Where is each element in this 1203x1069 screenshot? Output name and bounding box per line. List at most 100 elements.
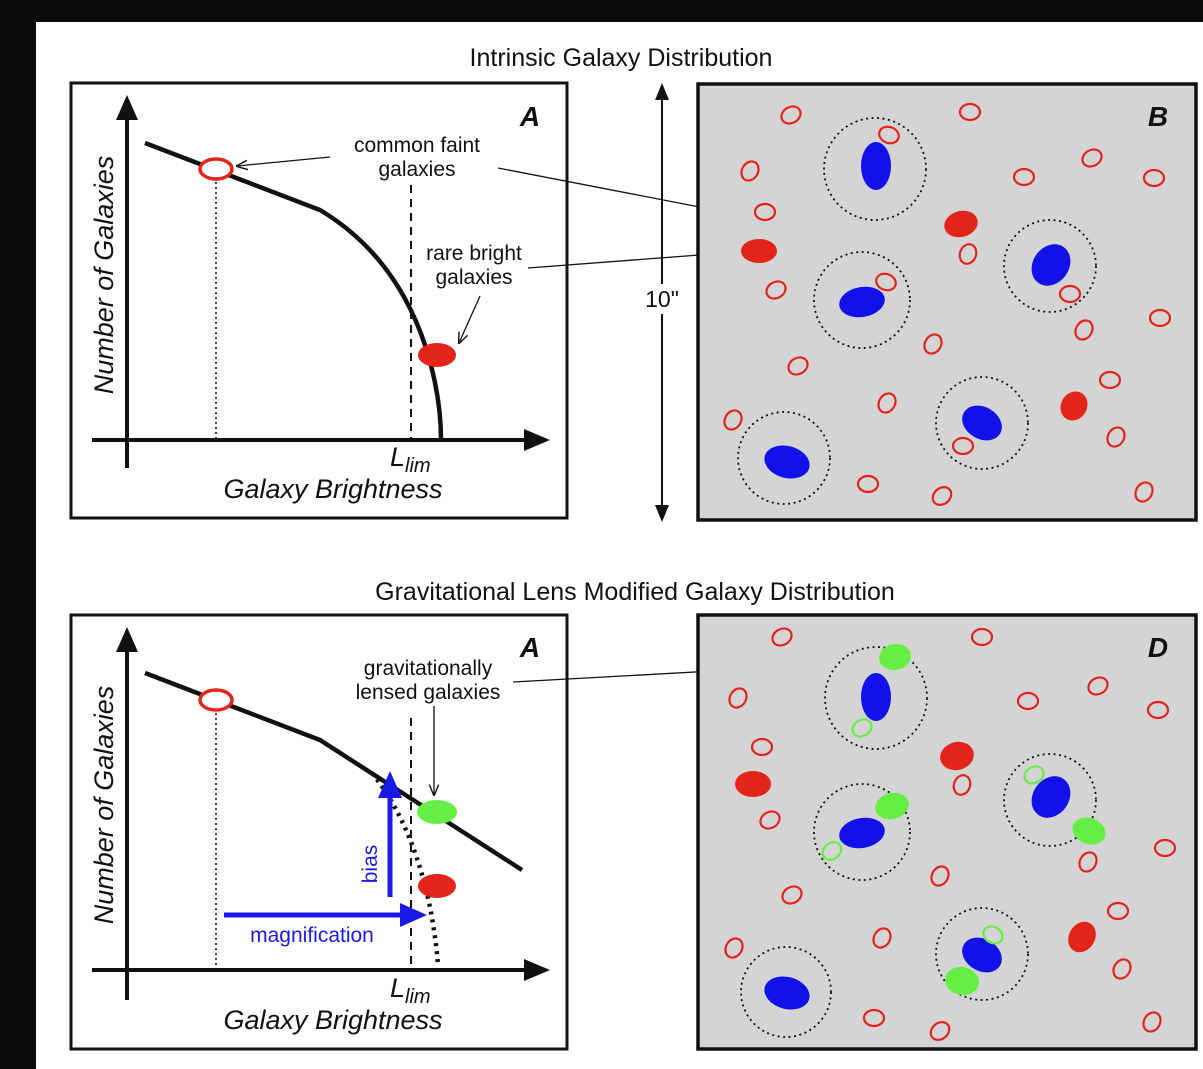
rare-bright-label-line1: rare bright bbox=[426, 242, 522, 265]
faint-galaxy bbox=[1142, 168, 1166, 188]
faint-galaxy bbox=[1016, 691, 1040, 711]
lens-galaxy bbox=[962, 937, 1002, 973]
bright-galaxy bbox=[741, 239, 777, 263]
lens-galaxy bbox=[962, 405, 1002, 441]
luminosity-curve bbox=[144, 140, 444, 441]
faint-galaxy bbox=[1106, 901, 1130, 921]
lens-halo-circle bbox=[740, 946, 832, 1038]
panel-frame bbox=[69, 613, 569, 1051]
faint-galaxy bbox=[958, 243, 978, 265]
faint-galaxy bbox=[951, 436, 975, 456]
faint-galaxy bbox=[952, 774, 972, 796]
sky-field-galaxies bbox=[723, 102, 1172, 506]
arrow-to-bright-marker bbox=[459, 295, 481, 343]
lens-halo-circle bbox=[1003, 219, 1097, 313]
lens-galaxy bbox=[764, 976, 810, 1010]
lens-galaxy bbox=[764, 445, 810, 479]
faint-galaxy bbox=[931, 486, 953, 506]
faint-galaxy bbox=[740, 160, 760, 182]
lensed-label-line2: lensed galaxies bbox=[356, 681, 501, 704]
lensed-faint-galaxy bbox=[1023, 765, 1045, 785]
lens-halo-circle bbox=[1003, 753, 1097, 847]
panel-letter: A bbox=[519, 632, 540, 663]
y-axis-label: Number of Galaxies bbox=[89, 686, 119, 925]
lensed-faint-galaxy bbox=[851, 718, 873, 738]
lens-galaxy bbox=[1031, 776, 1071, 818]
faint-galaxy bbox=[1074, 319, 1094, 341]
faint-galaxy bbox=[1153, 838, 1177, 858]
faint-galaxy bbox=[1078, 851, 1098, 873]
bottom-section-title: Gravitational Lens Modified Galaxy Distr… bbox=[375, 578, 895, 606]
bright-galaxy-marker bbox=[418, 343, 456, 367]
faint-galaxy bbox=[1012, 167, 1036, 187]
common-faint-label-line2: galaxies bbox=[378, 158, 455, 181]
x-axis-arrowhead bbox=[524, 959, 550, 981]
panel-top-left-luminosity-function: A Number of Galaxies Galaxy Brightness L… bbox=[69, 81, 569, 520]
lens-halo-circle bbox=[935, 376, 1029, 470]
faint-galaxy bbox=[723, 409, 743, 431]
faint-galaxy bbox=[1081, 148, 1103, 168]
x-axis-label: Galaxy Brightness bbox=[223, 1005, 442, 1035]
lens-galaxy bbox=[839, 286, 885, 318]
top-section-title: Intrinsic Galaxy Distribution bbox=[470, 44, 773, 72]
panel-letter: D bbox=[1148, 632, 1168, 663]
bright-galaxy bbox=[944, 210, 978, 238]
panel-letter: A bbox=[519, 101, 540, 132]
lens-halo-circle bbox=[813, 783, 911, 881]
magnification-arrowhead bbox=[400, 903, 427, 927]
arrow-to-faint-marker bbox=[237, 156, 331, 166]
lens-halo-circle bbox=[823, 117, 927, 221]
faint-galaxy bbox=[856, 474, 880, 494]
faint-galaxy bbox=[781, 885, 803, 905]
faint-galaxy bbox=[1058, 284, 1082, 304]
bright-galaxy bbox=[940, 741, 974, 771]
faint-galaxy bbox=[1106, 426, 1126, 448]
faint-galaxy bbox=[787, 356, 809, 376]
faint-galaxy bbox=[878, 125, 900, 145]
panel-top-right-sky-field: B bbox=[696, 82, 1198, 522]
faint-galaxy bbox=[753, 202, 777, 222]
panel-bottom-right-sky-field: D bbox=[696, 613, 1198, 1051]
panel-letter: B bbox=[1148, 101, 1168, 132]
lens-halo-circle bbox=[813, 251, 911, 349]
faint-galaxy bbox=[862, 1008, 886, 1028]
faint-galaxy bbox=[958, 102, 982, 122]
scale-bar: 10" bbox=[638, 83, 686, 522]
scale-bar-label-bg bbox=[638, 284, 686, 314]
common-faint-label-line1: common faint bbox=[354, 134, 480, 157]
lens-galaxy bbox=[861, 673, 891, 721]
luminosity-limit-label: Llim bbox=[390, 442, 431, 477]
faint-galaxy bbox=[1148, 308, 1172, 328]
lensed-galaxy bbox=[879, 643, 911, 671]
bright-galaxy-marker bbox=[418, 874, 456, 898]
lensed-label-line1: gravitationally bbox=[364, 657, 493, 680]
faint-galaxy bbox=[724, 937, 744, 959]
faint-galaxy bbox=[929, 1021, 951, 1041]
panel-frame bbox=[69, 81, 569, 520]
lens-halo-circle bbox=[737, 411, 831, 505]
lensed-faint-galaxy bbox=[821, 841, 843, 861]
lens-galaxy bbox=[1031, 244, 1071, 286]
luminosity-limit-label: Llim bbox=[390, 973, 431, 1008]
lensed-galaxy bbox=[1072, 817, 1106, 845]
y-axis-arrowhead bbox=[116, 95, 138, 120]
magnification-label: magnification bbox=[250, 924, 374, 947]
lensed-galaxy-marker bbox=[417, 800, 457, 824]
faint-galaxy bbox=[728, 687, 748, 709]
sky-field-galaxies bbox=[724, 627, 1177, 1041]
faint-galaxy-marker bbox=[198, 157, 234, 181]
faint-galaxy bbox=[1146, 700, 1170, 720]
faint-galaxy bbox=[780, 105, 802, 125]
lens-galaxy bbox=[861, 142, 891, 190]
lensed-faint-galaxy bbox=[982, 925, 1004, 945]
bias-label: bias bbox=[359, 845, 382, 884]
lensed-galaxy bbox=[875, 792, 909, 820]
x-axis-arrowhead bbox=[524, 429, 550, 451]
y-axis-arrowhead bbox=[116, 627, 138, 652]
faint-galaxy bbox=[771, 627, 793, 647]
scale-bar-top-arrowhead bbox=[655, 83, 669, 100]
faint-galaxy bbox=[930, 865, 950, 887]
bright-galaxy bbox=[735, 771, 771, 797]
faint-galaxy bbox=[877, 392, 897, 414]
